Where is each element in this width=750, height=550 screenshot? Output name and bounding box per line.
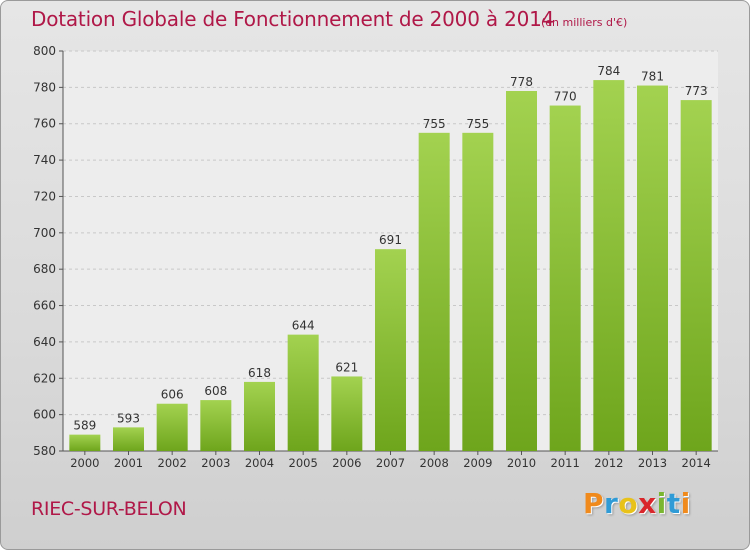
bar	[244, 381, 275, 451]
data-label: 644	[292, 319, 315, 333]
y-tick-label: 800	[33, 44, 56, 58]
y-tick-label: 700	[33, 226, 56, 240]
y-tick-label: 660	[33, 299, 56, 313]
y-tick-label: 640	[33, 335, 56, 349]
data-label: 778	[510, 75, 533, 89]
x-tick-label: 2008	[420, 456, 449, 470]
chart-title: Dotation Globale de Fonctionnement de 20…	[31, 7, 555, 31]
y-tick-labels: 580 600 620 640 660 680 700 720 740 760 780 800	[33, 44, 56, 458]
x-tick-label: 2006	[332, 456, 361, 470]
x-tick-label: 2007	[376, 456, 405, 470]
y-tick-label: 740	[33, 153, 56, 167]
x-tick-label: 2004	[245, 456, 274, 470]
logo-letter: i	[656, 487, 667, 520]
logo-letter: o	[618, 487, 639, 520]
y-tick-label: 780	[33, 80, 56, 94]
logo-letter: P	[583, 487, 605, 520]
bar	[418, 132, 450, 451]
data-label: 781	[641, 70, 664, 84]
data-label: 608	[204, 384, 227, 398]
x-tick-label: 2003	[201, 456, 230, 470]
logo-letter: t	[666, 487, 681, 520]
proxiti-logo: Proxiti	[583, 487, 691, 520]
bar	[637, 85, 668, 451]
logo-letter: x	[638, 487, 657, 520]
data-label: 770	[554, 90, 577, 104]
y-tick-label: 620	[33, 371, 56, 385]
data-labels: 589 593 606 608 618 644 621 691 755 755 778 770 784 7…	[73, 64, 707, 433]
bar	[680, 100, 712, 451]
bar	[287, 334, 319, 451]
bar	[113, 427, 144, 451]
data-label: 691	[379, 233, 402, 247]
x-tick-label: 2012	[594, 456, 623, 470]
x-tick-label: 2002	[158, 456, 187, 470]
bar	[200, 400, 232, 451]
bar	[462, 132, 494, 451]
x-tick-label: 2011	[551, 456, 580, 470]
data-label: 621	[335, 360, 358, 374]
bar	[331, 376, 363, 451]
data-label: 606	[161, 388, 184, 402]
x-tick-labels: 2000 2001 2002 2003 2004 2005 2006 2007 2008 2009…	[70, 456, 711, 470]
chart-subtitle: (en milliers d'€)	[541, 16, 628, 29]
bar	[549, 105, 581, 451]
x-tick-label: 2009	[463, 456, 492, 470]
bar	[69, 434, 101, 451]
y-tick-label: 760	[33, 117, 56, 131]
data-label: 773	[685, 84, 708, 98]
data-label: 784	[597, 64, 620, 78]
bars	[69, 80, 712, 451]
bar	[506, 91, 537, 451]
x-tick-label: 2013	[638, 456, 667, 470]
logo-letter: r	[604, 487, 619, 520]
y-tick-label: 680	[33, 262, 56, 276]
data-label: 755	[466, 117, 489, 131]
y-tick-label: 580	[33, 444, 56, 458]
bar	[375, 249, 406, 451]
y-tick-label: 600	[33, 408, 56, 422]
data-label: 593	[117, 411, 140, 425]
x-tick-label: 2014	[682, 456, 711, 470]
logo-letter: i	[680, 487, 691, 520]
data-label: 589	[73, 419, 96, 433]
bar	[156, 403, 188, 451]
data-label: 755	[423, 117, 446, 131]
y-tick-label: 720	[33, 189, 56, 203]
x-tick-label: 2005	[289, 456, 318, 470]
data-label: 618	[248, 366, 271, 380]
x-tick-label: 2000	[70, 456, 99, 470]
x-tick-label: 2001	[114, 456, 143, 470]
bar	[593, 80, 625, 451]
x-tick-label: 2010	[507, 456, 536, 470]
location-name: RIEC-SUR-BELON	[31, 498, 187, 520]
